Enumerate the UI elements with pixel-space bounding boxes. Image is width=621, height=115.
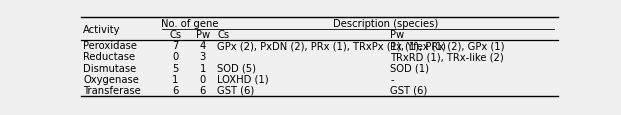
Text: Cs: Cs [169, 30, 181, 40]
Text: Activity: Activity [83, 24, 121, 34]
Text: 1: 1 [172, 74, 178, 84]
Text: LOXHD (1): LOXHD (1) [217, 74, 269, 84]
Text: Transferase: Transferase [83, 85, 141, 95]
Text: Pw: Pw [196, 30, 210, 40]
Text: -: - [391, 74, 394, 84]
Text: TRxRD (1), TRx-like (2): TRxRD (1), TRx-like (2) [391, 52, 504, 62]
Text: 1: 1 [199, 63, 206, 73]
Text: 0: 0 [172, 52, 178, 62]
Text: No. of gene: No. of gene [161, 19, 218, 29]
Text: 6: 6 [172, 85, 178, 95]
Text: GPx (2), PxDN (2), PRx (1), TRxPx (1), Yfex (1): GPx (2), PxDN (2), PRx (1), TRxPx (1), Y… [217, 41, 446, 51]
Text: Px (1), PRx (2), GPx (1): Px (1), PRx (2), GPx (1) [391, 41, 505, 51]
Text: Oxygenase: Oxygenase [83, 74, 139, 84]
Text: 6: 6 [199, 85, 206, 95]
Text: 4: 4 [199, 41, 206, 51]
Text: Peroxidase: Peroxidase [83, 41, 137, 51]
Text: GST (6): GST (6) [217, 85, 255, 95]
Text: 3: 3 [199, 52, 206, 62]
Text: Description (species): Description (species) [333, 19, 438, 29]
Text: Cs: Cs [217, 30, 229, 40]
Text: 7: 7 [172, 41, 178, 51]
Text: Pw: Pw [391, 30, 404, 40]
Text: Dismutase: Dismutase [83, 63, 137, 73]
Text: 5: 5 [172, 63, 178, 73]
Text: 0: 0 [199, 74, 206, 84]
Text: SOD (1): SOD (1) [391, 63, 430, 73]
Text: Reductase: Reductase [83, 52, 135, 62]
Text: SOD (5): SOD (5) [217, 63, 256, 73]
Text: GST (6): GST (6) [391, 85, 428, 95]
